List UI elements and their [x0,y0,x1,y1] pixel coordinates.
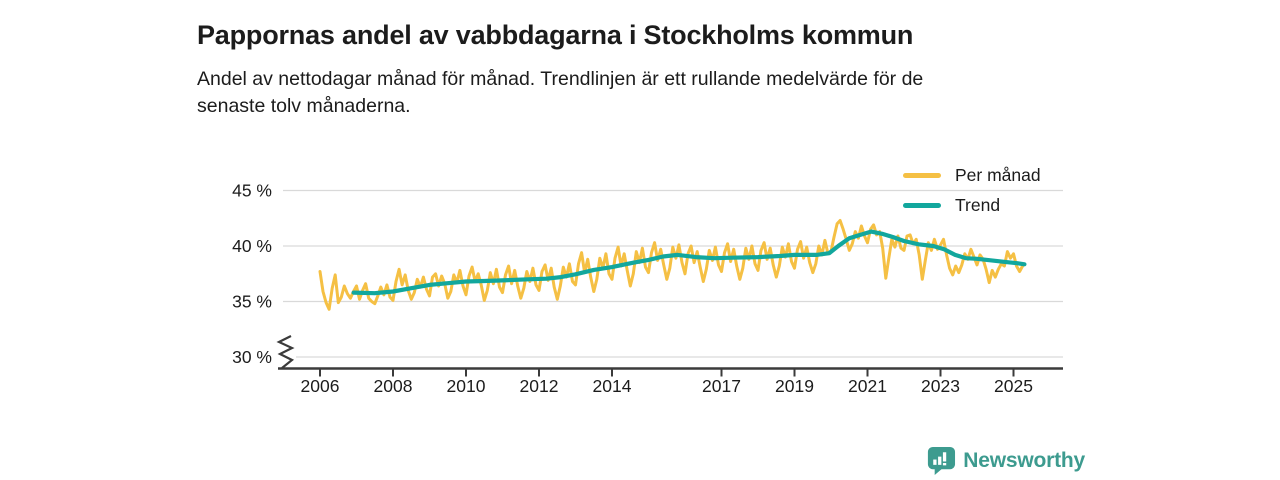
x-tick-label: 2008 [374,376,413,396]
y-tick-label: 30 % [232,347,272,367]
x-tick-label: 2014 [593,376,632,396]
x-tick-label: 2023 [921,376,960,396]
page-title: Pappornas andel av vabbdagarna i Stockho… [197,20,914,51]
legend-label-per-manad: Per månad [955,165,1041,185]
y-tick-label: 35 % [232,292,272,312]
x-tick-label: 2017 [702,376,741,396]
trend-line-swatch [903,203,941,208]
x-tick-label: 2021 [848,376,887,396]
per-manad-line-swatch [903,173,941,178]
per-manad-line [318,219,1025,311]
x-tick-label: 2006 [301,376,340,396]
x-tick-label: 2025 [994,376,1033,396]
legend-item-per-manad: Per månad [903,165,1041,186]
x-tick-label: 2019 [775,376,814,396]
chart-subtitle-line2: senaste tolv månaderna. [197,95,411,117]
x-tick-label: 2010 [447,376,486,396]
trend-line [351,229,1027,296]
newsworthy-wordmark: Newsworthy [963,448,1085,472]
newsworthy-speech-bubble-bar-chart-icon [928,446,956,476]
y-tick-label: 45 % [232,181,272,201]
x-tick-label: 2012 [520,376,559,396]
axis-break-icon [276,335,295,369]
chart-subtitle-line1: Andel av nettodagar månad för månad. Tre… [197,68,924,90]
y-tick-label: 40 % [232,236,272,256]
legend-item-trend: Trend [903,195,1041,216]
legend-label-trend: Trend [955,195,1001,215]
chart-legend: Per månad Trend [903,165,1041,216]
chart-subtitle: Andel av nettodagar månad för månad. Tre… [197,66,1077,120]
newsworthy-logo[interactable]: Newsworthy [925,445,1085,476]
